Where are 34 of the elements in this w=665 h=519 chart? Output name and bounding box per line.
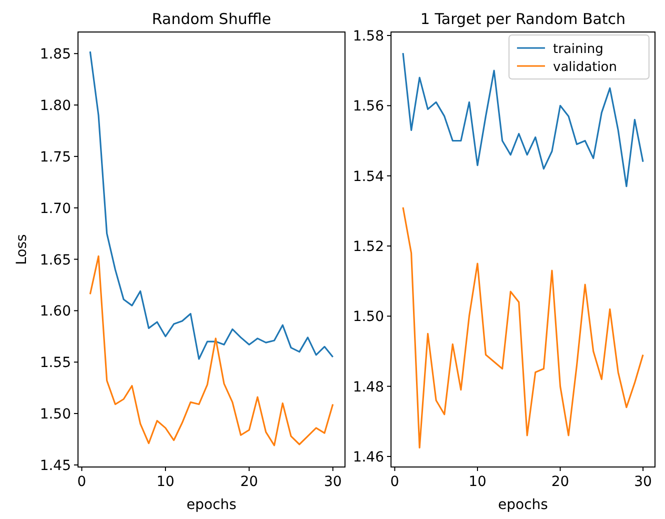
- y-tick-label: 1.46: [352, 449, 384, 466]
- x-tick-label: 30: [324, 474, 342, 490]
- y-tick-label: 1.60: [40, 304, 71, 320]
- line-series: [89, 255, 334, 446]
- x-axis-title: epochs: [186, 497, 236, 513]
- y-axis-title: Loss: [14, 234, 30, 265]
- y-tick-label: 1.54: [352, 168, 384, 185]
- y-tick-label: 1.80: [40, 98, 71, 114]
- x-axis-title: epochs: [498, 497, 548, 513]
- x-tick-label: 20: [240, 474, 258, 490]
- y-tick-label: 1.55: [40, 355, 71, 372]
- y-tick-label: 1.70: [40, 200, 71, 217]
- x-tick-label: 10: [156, 474, 174, 490]
- line-series: [402, 206, 644, 449]
- y-tick-label: 1.50: [40, 406, 71, 423]
- y-tick-label: 1.58: [352, 28, 384, 45]
- y-tick-label: 1.85: [40, 46, 71, 63]
- line-series: [89, 50, 334, 360]
- y-tick-label: 1.50: [352, 309, 384, 326]
- y-tick-label: 1.75: [40, 149, 71, 166]
- x-tick-label: 0: [390, 474, 400, 490]
- x-tick-label: 20: [551, 474, 570, 490]
- y-tick-label: 1.65: [40, 252, 71, 268]
- x-tick-label: 0: [77, 474, 86, 490]
- chart-title: 1 Target per Random Batch: [420, 10, 626, 28]
- y-tick-label: 1.56: [352, 98, 384, 115]
- x-tick-label: 30: [634, 474, 652, 490]
- y-tick-label: 1.45: [40, 458, 71, 474]
- y-tick-label: 1.52: [352, 238, 384, 255]
- legend-label: validation: [553, 60, 618, 75]
- chart-title: Random Shuffle: [152, 10, 272, 28]
- legend-label: training: [553, 42, 604, 57]
- y-tick-label: 1.48: [352, 379, 384, 396]
- x-tick-label: 10: [468, 474, 486, 490]
